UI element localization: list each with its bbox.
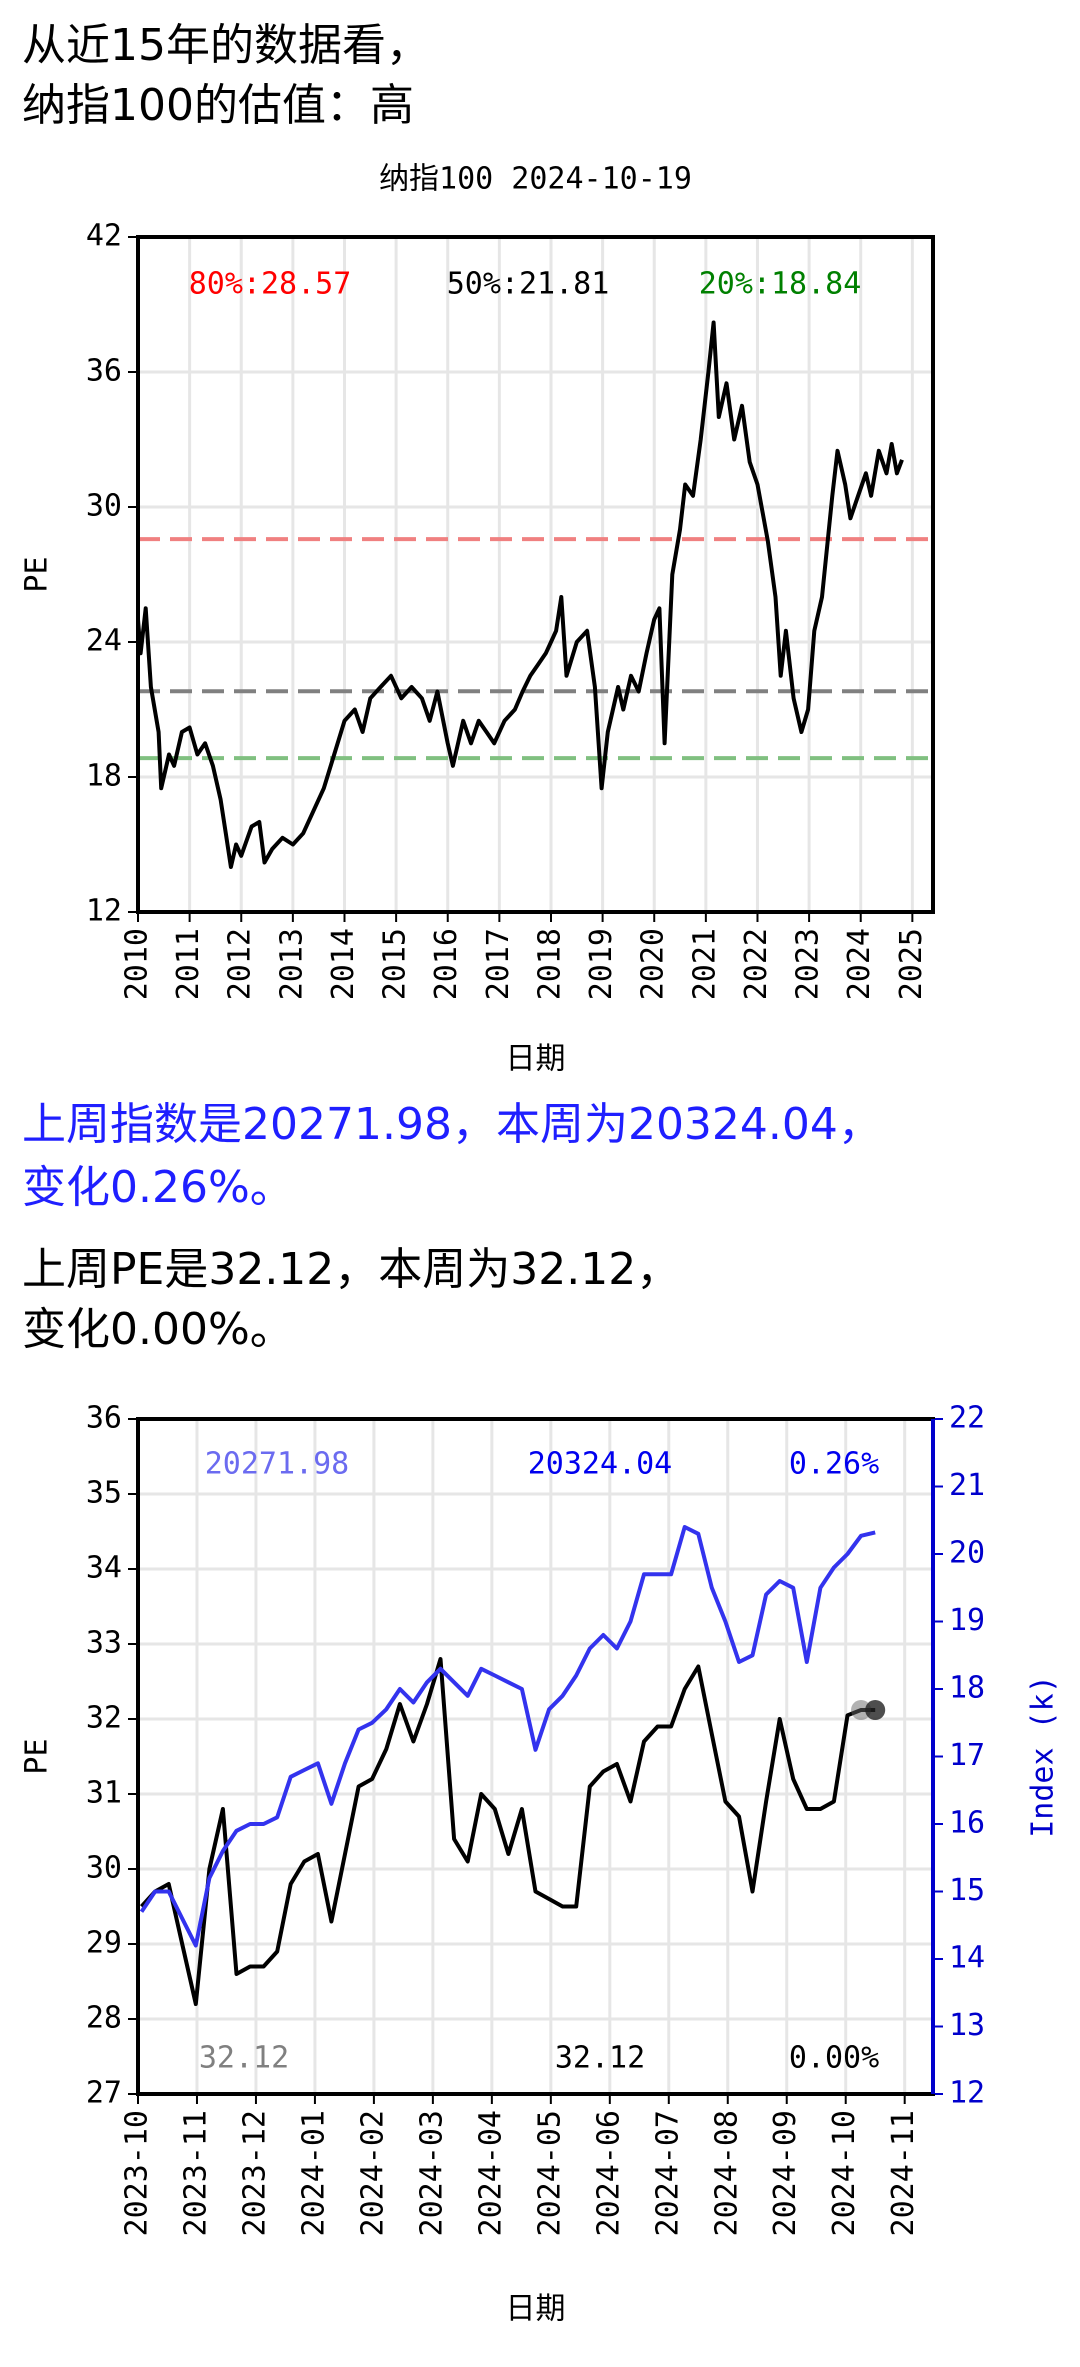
x-tick-label: 2023-11 <box>178 2110 213 2236</box>
pe-text: 上周PE是32.12，本周为32.12， <box>22 1244 681 1295</box>
y-tick-label: 28 <box>86 2001 122 2036</box>
x-tick-label: 2014 <box>326 928 361 1000</box>
x-tick-label: 2010 <box>120 928 155 1000</box>
y2-tick-label: 13 <box>949 2008 985 2043</box>
x-tick-label: 2012 <box>223 928 258 1000</box>
x-tick-label: 2024-10 <box>827 2110 862 2236</box>
index-text: 变化0.26%。 <box>22 1162 294 1213</box>
x-tick-label: 2024-03 <box>414 2110 449 2236</box>
y-tick-label: 30 <box>86 489 122 524</box>
x-tick-label: 2024-11 <box>886 2110 921 2236</box>
y2-tick-label: 15 <box>949 1873 985 1908</box>
reference-label: 80%:28.57 <box>189 267 352 302</box>
y2-tick-label: 19 <box>949 1603 985 1638</box>
last-point <box>851 1700 872 1720</box>
x-tick-label: 2024 <box>842 928 877 1000</box>
x-tick-label: 2021 <box>687 928 722 1000</box>
x-tick-label: 2025 <box>894 928 929 1000</box>
header-line: 纳指100的估值：高 <box>22 80 414 131</box>
annotation: 20324.04 <box>528 1447 673 1482</box>
y-tick-label: 32 <box>86 1701 122 1736</box>
x-tick-label: 2024-09 <box>768 2110 803 2236</box>
y-tick-label: 36 <box>86 1401 122 1436</box>
x-tick-label: 2015 <box>378 928 413 1000</box>
x-tick-label: 2024-08 <box>709 2110 744 2236</box>
plot-frame <box>136 235 935 914</box>
annotation: 0.26% <box>789 1447 879 1482</box>
x-axis-label: 日期 <box>506 1042 566 1077</box>
last-point <box>865 1700 886 1720</box>
y-tick-label: 35 <box>86 1476 122 1511</box>
y2-tick-label: 16 <box>949 1806 985 1841</box>
x-tick-label: 2022 <box>739 928 774 1000</box>
annotation: 0.00% <box>789 2041 879 2076</box>
x-tick-label: 2024-04 <box>473 2110 508 2236</box>
x-tick-label: 2023-10 <box>120 2110 155 2236</box>
y2-tick-label: 14 <box>949 1941 985 1976</box>
x-tick-label: 2020 <box>636 928 671 1000</box>
reference-label: 50%:21.81 <box>447 267 610 302</box>
annotation: 20271.98 <box>205 1447 350 1482</box>
y-tick-label: 24 <box>86 624 122 659</box>
y-axis-label: PE <box>20 556 55 592</box>
annotation: 32.12 <box>199 2041 289 2076</box>
y-tick-label: 33 <box>86 1626 122 1661</box>
x-tick-label: 2024-05 <box>532 2110 567 2236</box>
pe-text: 变化0.00%。 <box>22 1304 294 1355</box>
index-text: 上周指数是20271.98，本周为20324.04， <box>22 1099 882 1150</box>
x-tick-label: 2024-06 <box>591 2110 626 2236</box>
y-tick-label: 27 <box>86 2076 122 2111</box>
x-tick-label: 2017 <box>481 928 516 1000</box>
y2-tick-label: 20 <box>949 1536 985 1571</box>
reference-label: 20%:18.84 <box>699 267 862 302</box>
header-line: 从近15年的数据看， <box>22 20 430 71</box>
y2-tick-label: 21 <box>949 1468 985 1503</box>
y-tick-label: 42 <box>86 219 122 254</box>
annotation: 32.12 <box>555 2041 645 2076</box>
y2-tick-label: 18 <box>949 1671 985 1706</box>
x-tick-label: 2023-12 <box>237 2110 272 2236</box>
y-tick-label: 12 <box>86 894 122 929</box>
y2-tick-label: 17 <box>949 1738 985 1773</box>
y-tick-label: 34 <box>86 1551 122 1586</box>
y-tick-label: 18 <box>86 759 122 794</box>
y-tick-label: 31 <box>86 1776 122 1811</box>
x-tick-label: 2011 <box>171 928 206 1000</box>
x-tick-label: 2023 <box>791 928 826 1000</box>
x-tick-label: 2024-01 <box>296 2110 331 2236</box>
x-tick-label: 2024-07 <box>650 2110 685 2236</box>
y2-axis-label: Index (k) <box>1026 1675 1061 1838</box>
y-tick-label: 29 <box>86 1926 122 1961</box>
y2-tick-label: 12 <box>949 2076 985 2111</box>
x-tick-label: 2013 <box>274 928 309 1000</box>
series-line <box>140 1657 876 2006</box>
series-line <box>136 320 904 869</box>
y-tick-label: 30 <box>86 1851 122 1886</box>
y2-tick-label: 22 <box>949 1401 985 1436</box>
x-tick-label: 2024-02 <box>355 2110 390 2236</box>
series-line <box>139 1525 876 1948</box>
y-tick-label: 36 <box>86 354 122 389</box>
x-tick-label: 2016 <box>429 928 464 1000</box>
x-axis-label: 日期 <box>506 2292 566 2327</box>
y-axis-label: PE <box>20 1738 55 1774</box>
x-tick-label: 2019 <box>584 928 619 1000</box>
chart-title: 纳指100 2024-10-19 <box>379 162 692 197</box>
x-tick-label: 2018 <box>532 928 567 1000</box>
